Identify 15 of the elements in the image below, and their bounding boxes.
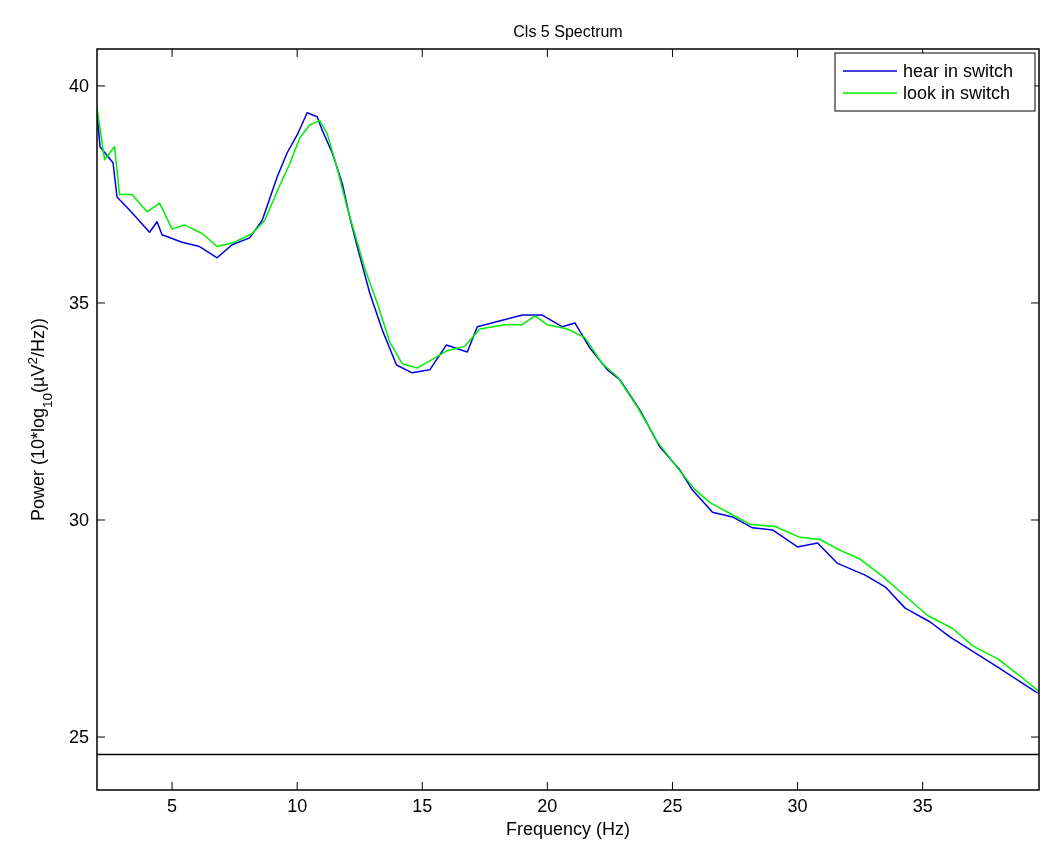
x-tick-label: 15 (412, 796, 433, 816)
legend-label: look in switch (903, 83, 1011, 104)
x-tick-label: 30 (787, 796, 808, 816)
x-tick-label: 25 (662, 796, 683, 816)
y-tick-label: 40 (68, 76, 89, 97)
x-tick-label: 10 (287, 796, 308, 816)
x-tick-label: 20 (537, 796, 558, 816)
y-tick-label: 30 (68, 510, 89, 531)
legend-label: hear in switch (903, 61, 1014, 82)
x-tick-label: 5 (167, 796, 178, 816)
x-axis-title: Frequency (Hz) (505, 819, 631, 839)
y-tick-label: 25 (68, 727, 89, 748)
x-tick-label: 35 (912, 796, 933, 816)
chart-title: Cls 5 Spectrum (513, 23, 623, 40)
y-tick-label: 35 (68, 293, 89, 314)
